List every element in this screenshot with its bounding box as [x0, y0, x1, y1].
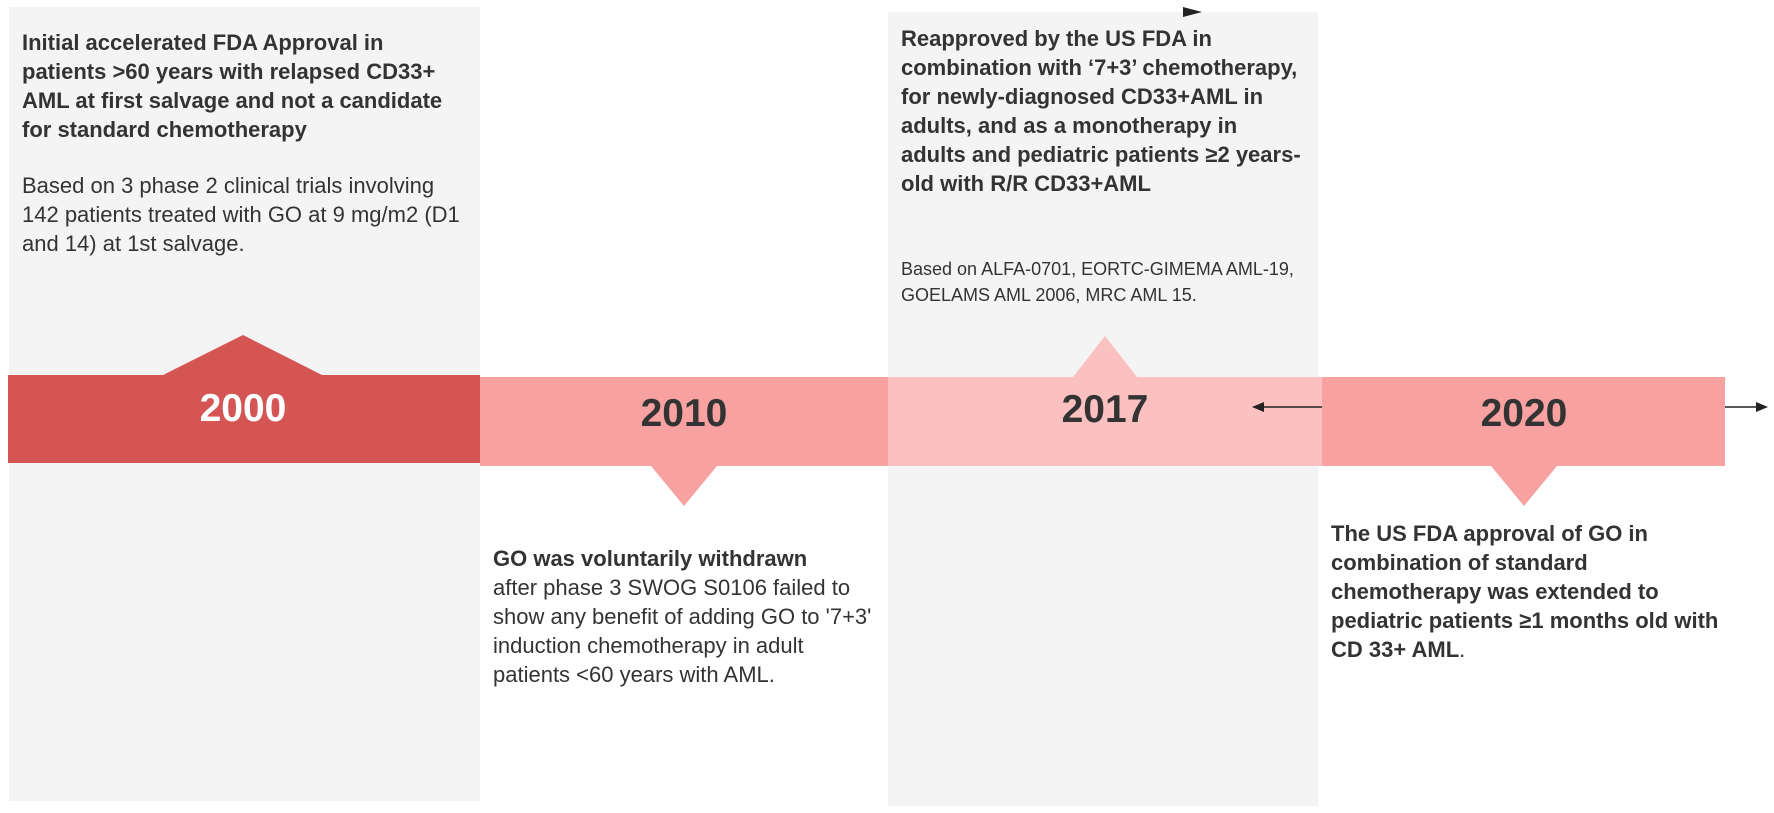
year-2017: 2017 — [1061, 388, 1149, 431]
arrow-right-icon — [1725, 402, 1768, 412]
pointer-2017-up — [1073, 336, 1137, 377]
milestone-2000-detail: Based on 3 phase 2 clinical trials invol… — [22, 173, 460, 256]
band-2010 — [480, 377, 888, 466]
milestone-2010-title: GO was voluntarily withdrawn — [493, 546, 808, 571]
milestone-2000-title: Initial accelerated FDA Approval in pati… — [22, 30, 443, 142]
band-2017 — [888, 377, 1322, 466]
milestone-2010-detail: after phase 3 SWOG S0106 failed to show … — [493, 575, 872, 687]
milestone-2020-title: The US FDA approval of GO in combination… — [1331, 521, 1719, 662]
pointer-2020-down — [1491, 466, 1557, 506]
band-2000 — [8, 375, 480, 463]
year-2020: 2020 — [1480, 392, 1568, 435]
year-2010: 2010 — [640, 392, 728, 435]
arrow-right-icon — [1183, 7, 1202, 17]
milestone-2017-detail: Based on ALFA-0701, EORTC-GIMEMA AML-19,… — [901, 259, 1294, 305]
milestone-2020-detail: . — [1459, 637, 1466, 662]
band-2020 — [1322, 377, 1725, 466]
milestone-2020-text: The US FDA approval of GO in combination… — [1331, 519, 1731, 664]
arrow-left-icon — [1252, 402, 1322, 412]
milestone-2010-text: GO was voluntarily withdrawn after phase… — [493, 544, 883, 689]
pointer-2000-up — [163, 335, 322, 375]
milestone-2017-title: Reapproved by the US FDA in combination … — [901, 26, 1301, 196]
pointer-2010-down — [651, 466, 717, 506]
year-2000: 2000 — [199, 387, 287, 430]
